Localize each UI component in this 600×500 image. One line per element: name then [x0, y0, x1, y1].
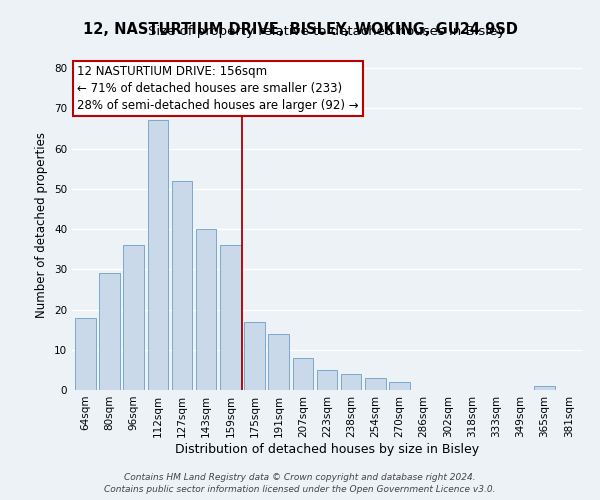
- Bar: [389, 382, 410, 390]
- Bar: [75, 318, 95, 390]
- Bar: [220, 245, 241, 390]
- Bar: [268, 334, 289, 390]
- X-axis label: Distribution of detached houses by size in Bisley: Distribution of detached houses by size …: [175, 442, 479, 456]
- Bar: [148, 120, 168, 390]
- Text: Contains HM Land Registry data © Crown copyright and database right 2024.
Contai: Contains HM Land Registry data © Crown c…: [104, 473, 496, 494]
- Bar: [293, 358, 313, 390]
- Bar: [124, 245, 144, 390]
- Text: 12, NASTURTIUM DRIVE, BISLEY, WOKING, GU24 9SD: 12, NASTURTIUM DRIVE, BISLEY, WOKING, GU…: [83, 22, 517, 38]
- Text: 12 NASTURTIUM DRIVE: 156sqm
← 71% of detached houses are smaller (233)
28% of se: 12 NASTURTIUM DRIVE: 156sqm ← 71% of det…: [77, 65, 359, 112]
- Bar: [196, 229, 217, 390]
- Title: Size of property relative to detached houses in Bisley: Size of property relative to detached ho…: [148, 25, 506, 38]
- Bar: [317, 370, 337, 390]
- Bar: [99, 274, 120, 390]
- Bar: [341, 374, 361, 390]
- Bar: [172, 180, 192, 390]
- Bar: [365, 378, 386, 390]
- Bar: [244, 322, 265, 390]
- Bar: [534, 386, 555, 390]
- Y-axis label: Number of detached properties: Number of detached properties: [35, 132, 49, 318]
